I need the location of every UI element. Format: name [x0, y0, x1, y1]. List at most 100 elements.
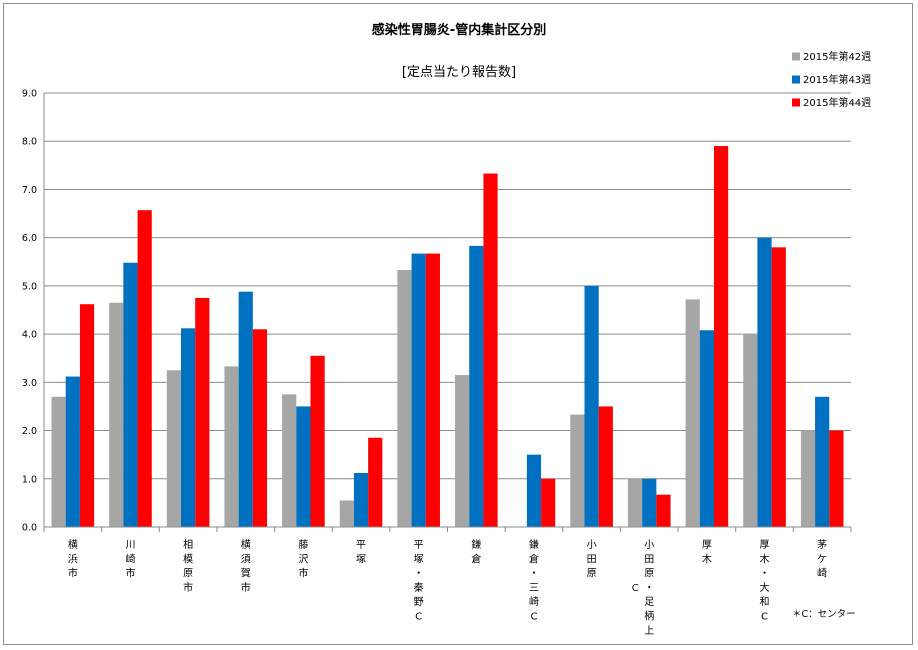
legend-swatch-3	[792, 98, 800, 107]
bar-3-8	[483, 173, 498, 527]
bar-1-10	[570, 414, 585, 527]
bar-3-14	[829, 430, 844, 527]
bar-3-12	[713, 146, 729, 528]
bar-1-5	[282, 394, 297, 527]
x-label-9-char: ・	[529, 569, 539, 580]
x-label-3-char: 市	[183, 581, 193, 594]
bar-3-10	[598, 406, 613, 527]
x-label-13-char: 木	[760, 553, 770, 565]
bar-2-5	[296, 406, 311, 527]
footnote: ＊C：センター	[792, 609, 856, 620]
y-tick-label: 5.0	[22, 281, 37, 292]
x-label-4-char: 横	[241, 538, 251, 551]
bar-2-1	[65, 376, 80, 527]
x-label-4-char: 市	[241, 581, 251, 594]
x-label-9-char: 鎌	[529, 538, 539, 551]
legend-label-2: 2015年第43週	[803, 73, 871, 86]
bar-3-6	[368, 437, 383, 527]
bar-2-4	[238, 291, 253, 527]
x-label-5-char: 市	[298, 567, 308, 580]
x-label-4-char: 賀	[241, 568, 251, 580]
bar-2-7	[411, 253, 426, 527]
bar-2-9	[526, 454, 542, 527]
bar-2-13	[757, 237, 772, 527]
x-label-9-char: 倉	[529, 552, 539, 565]
x-label-13-char: 厚	[760, 539, 770, 551]
x-label-3-char: 相	[183, 538, 193, 551]
y-axis-ticks: 0.0 1.0 2.0 3.0 4.0 5.0 6.0 7.0 8.0 9.0	[22, 89, 37, 534]
legend-swatch-1	[792, 52, 800, 61]
bar-2-12	[699, 330, 714, 527]
x-label-11-char: ・	[644, 583, 654, 594]
x-label-11-char: 原	[644, 568, 654, 580]
bar-2-2	[123, 262, 138, 527]
x-label-2-char: 川	[125, 540, 135, 551]
x-label-8-char: 鎌	[471, 538, 481, 551]
bar-3-5	[310, 355, 325, 527]
x-label-7-char: C	[415, 612, 422, 623]
y-tick-label: 6.0	[22, 233, 37, 244]
bar-1-6	[339, 500, 354, 527]
x-label-10-char: 原	[587, 568, 597, 580]
x-axis-labels: 横浜市川崎市相模原市横須賀市藤沢市平塚平塚・秦野C鎌倉鎌倉・三崎C小田原小田原・…	[68, 538, 827, 637]
x-label-11-char: 足	[644, 596, 654, 608]
y-tick-label: 8.0	[22, 137, 37, 148]
x-label-10-char: 小	[587, 539, 597, 551]
x-label-13-char: C	[761, 612, 768, 623]
bar-3-1	[79, 304, 95, 527]
x-label-6-char: 塚	[356, 553, 366, 565]
x-label-2-char: 崎	[125, 552, 135, 565]
x-label-13-char: 大	[760, 581, 770, 594]
bar-3-4	[252, 329, 268, 527]
bar-1-8	[455, 375, 470, 527]
chart-title: 感染性胃腸炎-管内集計区分別	[372, 22, 546, 38]
x-label-14-char: 茅	[817, 539, 827, 551]
bar-1-7	[397, 269, 412, 527]
y-tick-label: 2.0	[22, 426, 37, 437]
bar-1-14	[800, 430, 816, 527]
bar-1-1	[51, 396, 66, 527]
y-tick-label: 3.0	[22, 378, 37, 389]
bar-2-3	[181, 328, 196, 527]
bar-2-8	[469, 245, 484, 527]
bar-3-3	[195, 297, 210, 527]
bar-2-10	[584, 285, 599, 527]
gridlines	[44, 92, 851, 480]
x-label-13-char: ・	[760, 569, 770, 580]
x-label-7-char: 塚	[414, 553, 424, 565]
x-label-3-char: 原	[183, 568, 193, 580]
legend: 2015年第42週 2015年第43週 2015年第44週	[792, 50, 871, 109]
bar-2-11	[642, 478, 657, 527]
x-label-6-char: 平	[356, 540, 366, 551]
x-label-3-char: 模	[183, 553, 193, 565]
x-label-9-char: C	[530, 612, 537, 623]
x-label-1-char: 市	[68, 567, 78, 580]
x-label-7-char: 平	[414, 540, 424, 551]
bar-1-12	[685, 299, 700, 527]
x-label-10-char: 田	[587, 554, 597, 565]
bar-1-11	[627, 478, 643, 527]
bar-2-14	[815, 396, 830, 527]
bar-1-13	[743, 334, 758, 527]
y-tick-label: 1.0	[22, 474, 37, 485]
x-label-9-char: 崎	[529, 595, 539, 608]
x-label-14-char: 崎	[817, 567, 827, 580]
y-tick-label: 4.0	[22, 330, 37, 341]
x-label-11-char: 柄	[644, 610, 654, 623]
bar-1-2	[109, 302, 124, 527]
x-label-1-char: 横	[68, 538, 78, 551]
legend-label-3: 2015年第44週	[803, 96, 871, 109]
x-label-11-char: 上	[644, 625, 654, 637]
x-label-14-char: ケ	[817, 553, 827, 565]
bars	[51, 146, 844, 528]
bar-3-7	[425, 253, 440, 527]
x-label-9-char: 三	[529, 583, 539, 594]
bar-3-11	[656, 494, 671, 527]
x-label-7-char: 秦	[414, 581, 424, 594]
bar-2-6	[353, 472, 369, 527]
bar-3-2	[137, 210, 152, 527]
x-label-7-char: ・	[414, 569, 424, 580]
x-label-5-char: 藤	[298, 539, 308, 551]
x-label-11-char: 小	[644, 539, 654, 551]
